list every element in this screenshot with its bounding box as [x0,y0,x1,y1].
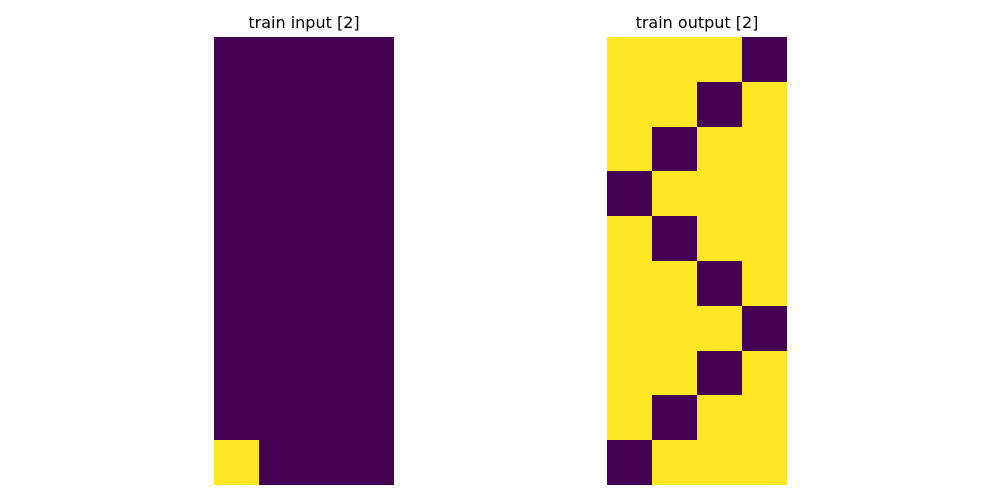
train-output-title: train output [2] [635,13,759,32]
grid-cell [652,260,697,306]
grid-cell [349,126,394,172]
grid-cell [349,260,394,306]
grid-cell [214,440,259,485]
grid-cell [607,216,652,261]
grid-cell [304,350,349,396]
grid-cell [742,216,787,261]
grid-cell [304,81,349,127]
grid-cell [304,37,349,82]
grid-cell [349,171,394,217]
grid-cell [697,260,742,306]
grid-cell [259,37,304,82]
grid-cell [607,395,652,441]
grid-cell [304,305,349,351]
grid-cell [652,305,697,351]
grid-cell [259,395,304,441]
grid-cell [697,395,742,441]
grid-cell [742,126,787,172]
grid-cell [259,126,304,172]
grid-cell [742,37,787,82]
grid-cell [607,260,652,306]
grid-cell [652,395,697,441]
train-output-grid [607,37,787,485]
grid-cell [349,440,394,485]
grid-cell [607,171,652,217]
grid-cell [652,81,697,127]
grid-cell [697,305,742,351]
grid-cell [652,216,697,261]
grid-cell [214,305,259,351]
grid-cell [697,216,742,261]
grid-cell [214,126,259,172]
grid-cell [304,395,349,441]
grid-cell [742,395,787,441]
grid-cell [304,126,349,172]
train-input-grid [214,37,394,485]
grid-cell [742,81,787,127]
grid-cell [697,350,742,396]
grid-cell [742,171,787,217]
grid-cell [349,305,394,351]
grid-cell [214,395,259,441]
grid-cell [214,260,259,306]
grid-cell [259,305,304,351]
grid-cell [259,171,304,217]
grid-cell [214,216,259,261]
grid-cell [259,260,304,306]
grid-cell [652,350,697,396]
grid-cell [742,350,787,396]
grid-cell [259,440,304,485]
grid-cell [652,126,697,172]
grid-cell [742,440,787,485]
grid-cell [349,350,394,396]
grid-cell [349,81,394,127]
grid-cell [607,37,652,82]
grid-cell [652,440,697,485]
grid-cell [697,37,742,82]
grid-cell [214,171,259,217]
grid-cell [697,440,742,485]
grid-cell [607,440,652,485]
grid-cell [742,260,787,306]
grid-cell [349,216,394,261]
grid-cell [607,81,652,127]
grid-cell [214,37,259,82]
grid-cell [697,126,742,172]
grid-cell [259,81,304,127]
grid-cell [259,350,304,396]
grid-cell [259,216,304,261]
grid-cell [652,37,697,82]
grid-cell [607,350,652,396]
grid-cell [304,260,349,306]
grid-cell [349,37,394,82]
grid-cell [304,171,349,217]
grid-cell [697,171,742,217]
grid-cell [607,305,652,351]
grid-cell [214,350,259,396]
grid-cell [652,171,697,217]
grid-cell [607,126,652,172]
grid-cell [742,305,787,351]
train-input-title: train input [2] [248,13,360,32]
grid-cell [304,216,349,261]
grid-cell [304,440,349,485]
grid-cell [349,395,394,441]
grid-cell [214,81,259,127]
grid-cell [697,81,742,127]
